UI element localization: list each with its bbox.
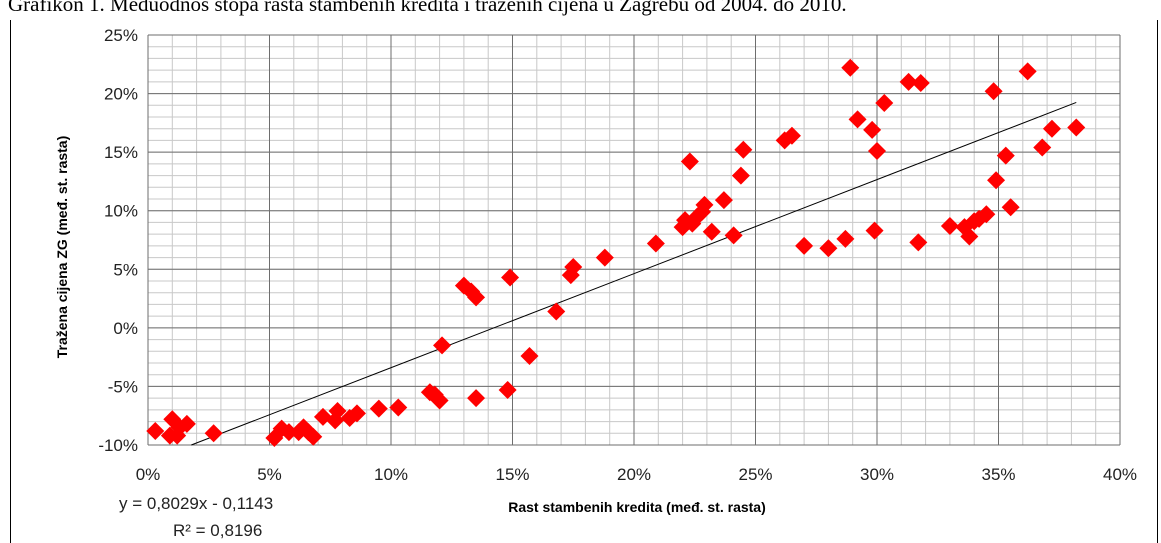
y-tick-label: -5% bbox=[108, 377, 138, 396]
data-point bbox=[1042, 119, 1061, 138]
data-point bbox=[520, 346, 539, 365]
data-point bbox=[863, 120, 882, 139]
data-point bbox=[177, 414, 196, 433]
data-point bbox=[1067, 118, 1086, 137]
y-axis-ticks: 25% 20% 15% 10% 5% 0% -5% -10% bbox=[98, 26, 138, 455]
y-tick-label: 15% bbox=[104, 143, 138, 162]
data-point bbox=[498, 380, 517, 399]
data-point bbox=[731, 166, 750, 185]
data-point bbox=[547, 302, 566, 321]
data-point bbox=[868, 141, 886, 160]
x-tick-label: 10% bbox=[374, 465, 408, 484]
data-point bbox=[1018, 62, 1037, 81]
x-tick-label: 15% bbox=[495, 465, 529, 484]
x-axis-ticks: 0% 5% 10% 15% 20% 25% 30% 35% 40% bbox=[136, 465, 1137, 484]
data-point bbox=[795, 236, 814, 255]
data-point bbox=[680, 152, 699, 171]
data-point bbox=[646, 234, 665, 253]
data-point bbox=[909, 233, 928, 252]
x-tick-label: 20% bbox=[617, 465, 651, 484]
data-point bbox=[841, 58, 860, 77]
data-point bbox=[996, 146, 1015, 165]
y-tick-label: -10% bbox=[98, 436, 138, 455]
x-tick-label: 0% bbox=[136, 465, 161, 484]
data-point bbox=[304, 427, 323, 446]
data-point bbox=[865, 221, 884, 240]
y-tick-label: 20% bbox=[104, 85, 138, 104]
y-tick-label: 0% bbox=[113, 319, 138, 338]
x-tick-label: 35% bbox=[981, 465, 1015, 484]
y-tick-label: 25% bbox=[104, 26, 138, 45]
chart-frame bbox=[10, 20, 1158, 543]
data-point bbox=[987, 171, 1006, 190]
data-point bbox=[1001, 198, 1020, 217]
trendline bbox=[191, 101, 1077, 446]
data-point bbox=[940, 216, 959, 235]
data-point bbox=[430, 391, 449, 410]
data-point bbox=[433, 336, 452, 355]
data-point bbox=[1033, 138, 1052, 157]
data-point bbox=[875, 93, 894, 112]
y-axis-title: Tražena cijena ZG (međ. st. rasta) bbox=[54, 136, 70, 359]
data-point bbox=[848, 110, 867, 129]
data-point bbox=[389, 398, 408, 417]
data-point bbox=[724, 226, 743, 245]
major-gridlines bbox=[147, 34, 1121, 446]
data-point bbox=[564, 257, 583, 276]
data-point bbox=[734, 140, 753, 159]
data-point bbox=[204, 424, 223, 443]
data-point bbox=[899, 72, 918, 91]
data-point bbox=[702, 222, 721, 241]
x-tick-label: 5% bbox=[257, 465, 282, 484]
data-point bbox=[984, 82, 1003, 101]
data-point bbox=[977, 205, 996, 224]
data-point bbox=[911, 74, 930, 93]
figure-caption: Grafikon 1. Međuodnos stopa rasta stambe… bbox=[8, 0, 847, 16]
y-tick-label: 5% bbox=[113, 260, 138, 279]
data-point bbox=[501, 268, 520, 287]
data-point bbox=[595, 248, 614, 267]
data-point bbox=[328, 402, 347, 421]
x-tick-label: 25% bbox=[738, 465, 772, 484]
x-tick-label: 40% bbox=[1103, 465, 1137, 484]
data-point bbox=[819, 239, 838, 258]
data-point bbox=[369, 399, 388, 418]
data-point bbox=[782, 126, 801, 145]
r-squared-label: R² = 0,8196 bbox=[173, 521, 262, 540]
data-point bbox=[347, 404, 366, 423]
data-point bbox=[279, 423, 298, 442]
data-point bbox=[146, 421, 165, 440]
data-point bbox=[467, 288, 486, 307]
data-point bbox=[695, 195, 714, 214]
trendline-equation: y = 0,8029x - 0,1143 bbox=[119, 494, 273, 513]
data-points bbox=[146, 58, 1086, 447]
data-point bbox=[836, 229, 855, 248]
data-point bbox=[467, 389, 486, 408]
data-point bbox=[714, 191, 733, 210]
x-tick-label: 30% bbox=[860, 465, 894, 484]
x-axis-title: Rast stambenih kredita (međ. st. rasta) bbox=[508, 499, 766, 515]
y-tick-label: 10% bbox=[104, 202, 138, 221]
data-point bbox=[960, 227, 979, 246]
